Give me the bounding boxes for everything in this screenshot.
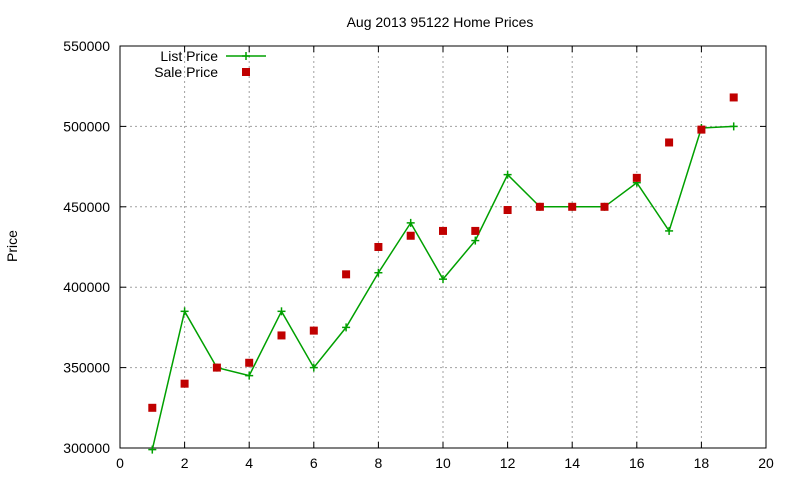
- sale-price-point: [277, 331, 286, 340]
- x-tick-label: 4: [245, 455, 253, 471]
- legend-label: Sale Price: [154, 64, 218, 80]
- sale-price-point: [180, 379, 189, 388]
- sale-price-point: [665, 138, 674, 147]
- list-price-point: [665, 226, 674, 235]
- list-price-point: [180, 307, 189, 316]
- list-price-point: [406, 218, 415, 227]
- list-price-point: [439, 275, 447, 284]
- list-price-point: [342, 323, 351, 332]
- chart-title: Aug 2013 95122 Home Prices: [347, 14, 534, 30]
- x-tick-label: 16: [629, 455, 645, 471]
- list-price-point: [148, 445, 157, 454]
- legend-item-list-price: List Price: [160, 48, 266, 64]
- sale-price-point: [212, 363, 221, 372]
- legend-item-sale-price: Sale Price: [154, 64, 250, 80]
- sale-price-point: [148, 403, 157, 412]
- sale-price-point: [600, 202, 609, 211]
- x-tick-label: 2: [181, 455, 189, 471]
- list-price-point: [277, 307, 286, 316]
- y-axis-label: Price: [4, 230, 20, 262]
- legend-plus-swatch: [242, 52, 250, 60]
- list-price-point: [245, 371, 254, 380]
- sale-price-point: [374, 243, 383, 251]
- sale-price-point: [729, 93, 738, 102]
- sale-price-point: [406, 231, 415, 240]
- x-tick-label: 10: [435, 455, 451, 471]
- axes: [119, 45, 767, 449]
- y-tick-label: 350000: [63, 360, 110, 376]
- sale-price-point: [471, 226, 480, 235]
- sale-price-point: [535, 202, 544, 211]
- x-tick-label: 18: [694, 455, 710, 471]
- legend-label: List Price: [160, 48, 218, 64]
- x-tick-label: 20: [758, 455, 774, 471]
- x-tick-label: 0: [116, 455, 124, 471]
- list-price-point: [309, 363, 318, 372]
- x-tick-label: 8: [375, 455, 383, 471]
- y-tick-label: 550000: [63, 38, 110, 54]
- x-tick-label: 14: [564, 455, 580, 471]
- y-tick-label: 500000: [63, 118, 110, 134]
- sale-price-point: [245, 358, 254, 367]
- x-tick-label: 12: [500, 455, 516, 471]
- sale-price-point: [342, 270, 351, 279]
- list-price-point: [729, 122, 738, 131]
- y-tick-label: 400000: [63, 279, 110, 295]
- y-tick-label: 450000: [63, 199, 110, 215]
- sale-price-point: [632, 173, 641, 182]
- sale-price-point: [309, 326, 318, 335]
- sale-price-point: [439, 226, 447, 235]
- sale-price-point: [697, 125, 706, 134]
- series-layer: [148, 93, 738, 454]
- series-sale-price: [148, 93, 738, 412]
- sale-price-point: [568, 202, 577, 211]
- y-tick-label: 300000: [63, 440, 110, 456]
- list-price-point: [374, 268, 383, 277]
- x-tick-label: 6: [310, 455, 318, 471]
- tick-labels: 0 2 4 6 8 10 12 14 16 18 20 300000 350000 400000 45000…: [63, 38, 774, 471]
- sale-price-point: [503, 206, 512, 215]
- list-price-point: [503, 170, 512, 179]
- grid: [120, 46, 766, 448]
- legend-square-swatch: [242, 68, 250, 76]
- list-price-point: [471, 236, 480, 245]
